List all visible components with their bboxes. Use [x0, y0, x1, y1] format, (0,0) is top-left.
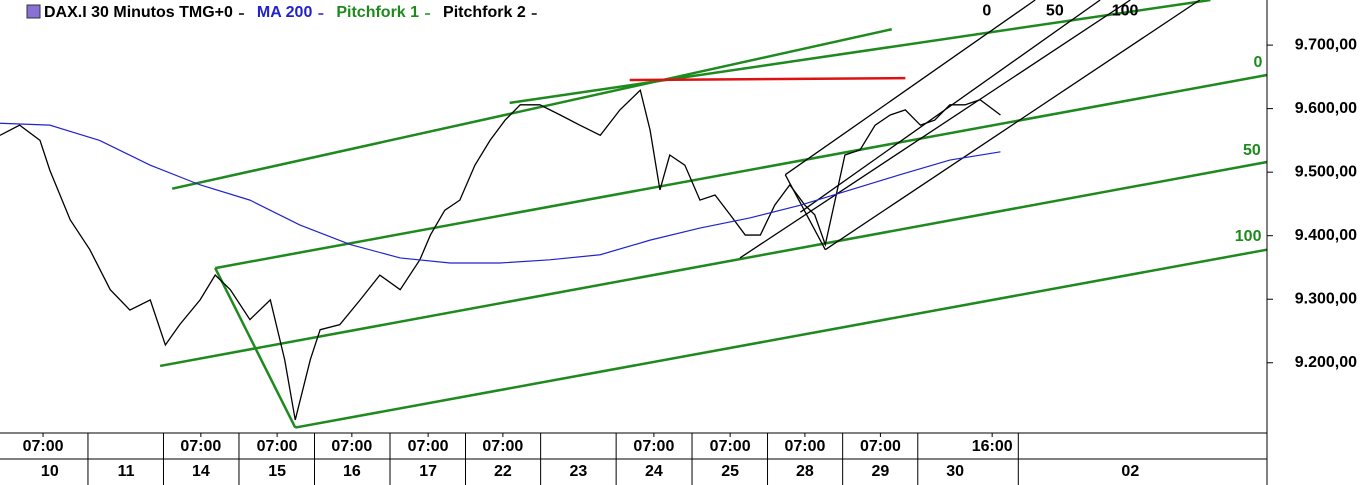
series-line: [0, 122, 1001, 264]
day-label: 25: [721, 463, 739, 480]
pitchfork-line: [295, 248, 1268, 429]
series-line: [0, 88, 1001, 421]
x-tick-label: 07:00: [408, 438, 449, 455]
level-label: 100: [1235, 228, 1262, 245]
day-label: 14: [192, 463, 210, 480]
legend: DAX.I 30 Minutos TMG+0 MA 200 Pitchfork 1 P…: [26, 4, 537, 21]
legend-entry: Pitchfork 1: [336, 4, 419, 21]
level-label: 0: [1253, 54, 1262, 71]
y-tick-label: 9.300,00: [1295, 290, 1357, 307]
pitchfork-line: [509, 0, 1211, 105]
x-tick-label: 07:00: [482, 438, 523, 455]
day-label: 02: [1121, 463, 1139, 480]
x-tick-label: 07:00: [180, 438, 221, 455]
day-label: 11: [118, 463, 135, 480]
level-label: 100: [1112, 3, 1139, 20]
pitchfork-line: [784, 0, 1036, 176]
y-tick-label: 9.400,00: [1295, 227, 1357, 244]
y-tick-label: 9.500,00: [1295, 163, 1357, 180]
pitchfork-line: [159, 160, 1268, 368]
day-label: 23: [569, 463, 587, 480]
pitchfork-line: [214, 267, 297, 429]
trend-line: [629, 76, 906, 82]
day-label: 28: [796, 463, 814, 480]
pitchfork-line: [799, 0, 1101, 213]
legend-entry: MA 200: [257, 4, 313, 21]
legend-entry: DAX.I 30 Minutos TMG+0: [44, 4, 233, 21]
day-label: 30: [946, 463, 964, 480]
pitchfork-line: [171, 28, 893, 190]
pitchfork-line: [824, 0, 1201, 251]
x-tick-label: 07:00: [860, 438, 901, 455]
level-label: 50: [1243, 142, 1261, 159]
day-label: 22: [494, 463, 512, 480]
level-label: 0: [982, 3, 991, 20]
plot-area: [0, 0, 1268, 429]
day-label: 10: [41, 463, 59, 480]
x-tick-label: 07:00: [331, 438, 372, 455]
y-tick-label: 9.200,00: [1295, 354, 1357, 371]
instrument-icon: [26, 4, 41, 19]
legend-entry: Pitchfork 2: [443, 4, 526, 21]
x-tick-label: 07:00: [23, 438, 64, 455]
x-tick-label: 07:00: [633, 438, 674, 455]
y-tick-label: 9.600,00: [1295, 100, 1357, 117]
day-label: 16: [343, 463, 361, 480]
level-label: 50: [1046, 3, 1064, 20]
day-label: 29: [872, 463, 890, 480]
pitchfork-line: [214, 73, 1268, 270]
x-tick-label: 07:00: [784, 438, 825, 455]
y-tick-label: 9.700,00: [1295, 36, 1357, 53]
pitchfork-line: [739, 0, 1131, 259]
x-tick-label: 07:00: [710, 438, 751, 455]
x-tick-label: 07:00: [257, 438, 298, 455]
x-tick-label: 16:00: [972, 438, 1013, 455]
day-label: 15: [268, 463, 286, 480]
day-label: 24: [645, 463, 663, 480]
day-label: 17: [419, 463, 437, 480]
